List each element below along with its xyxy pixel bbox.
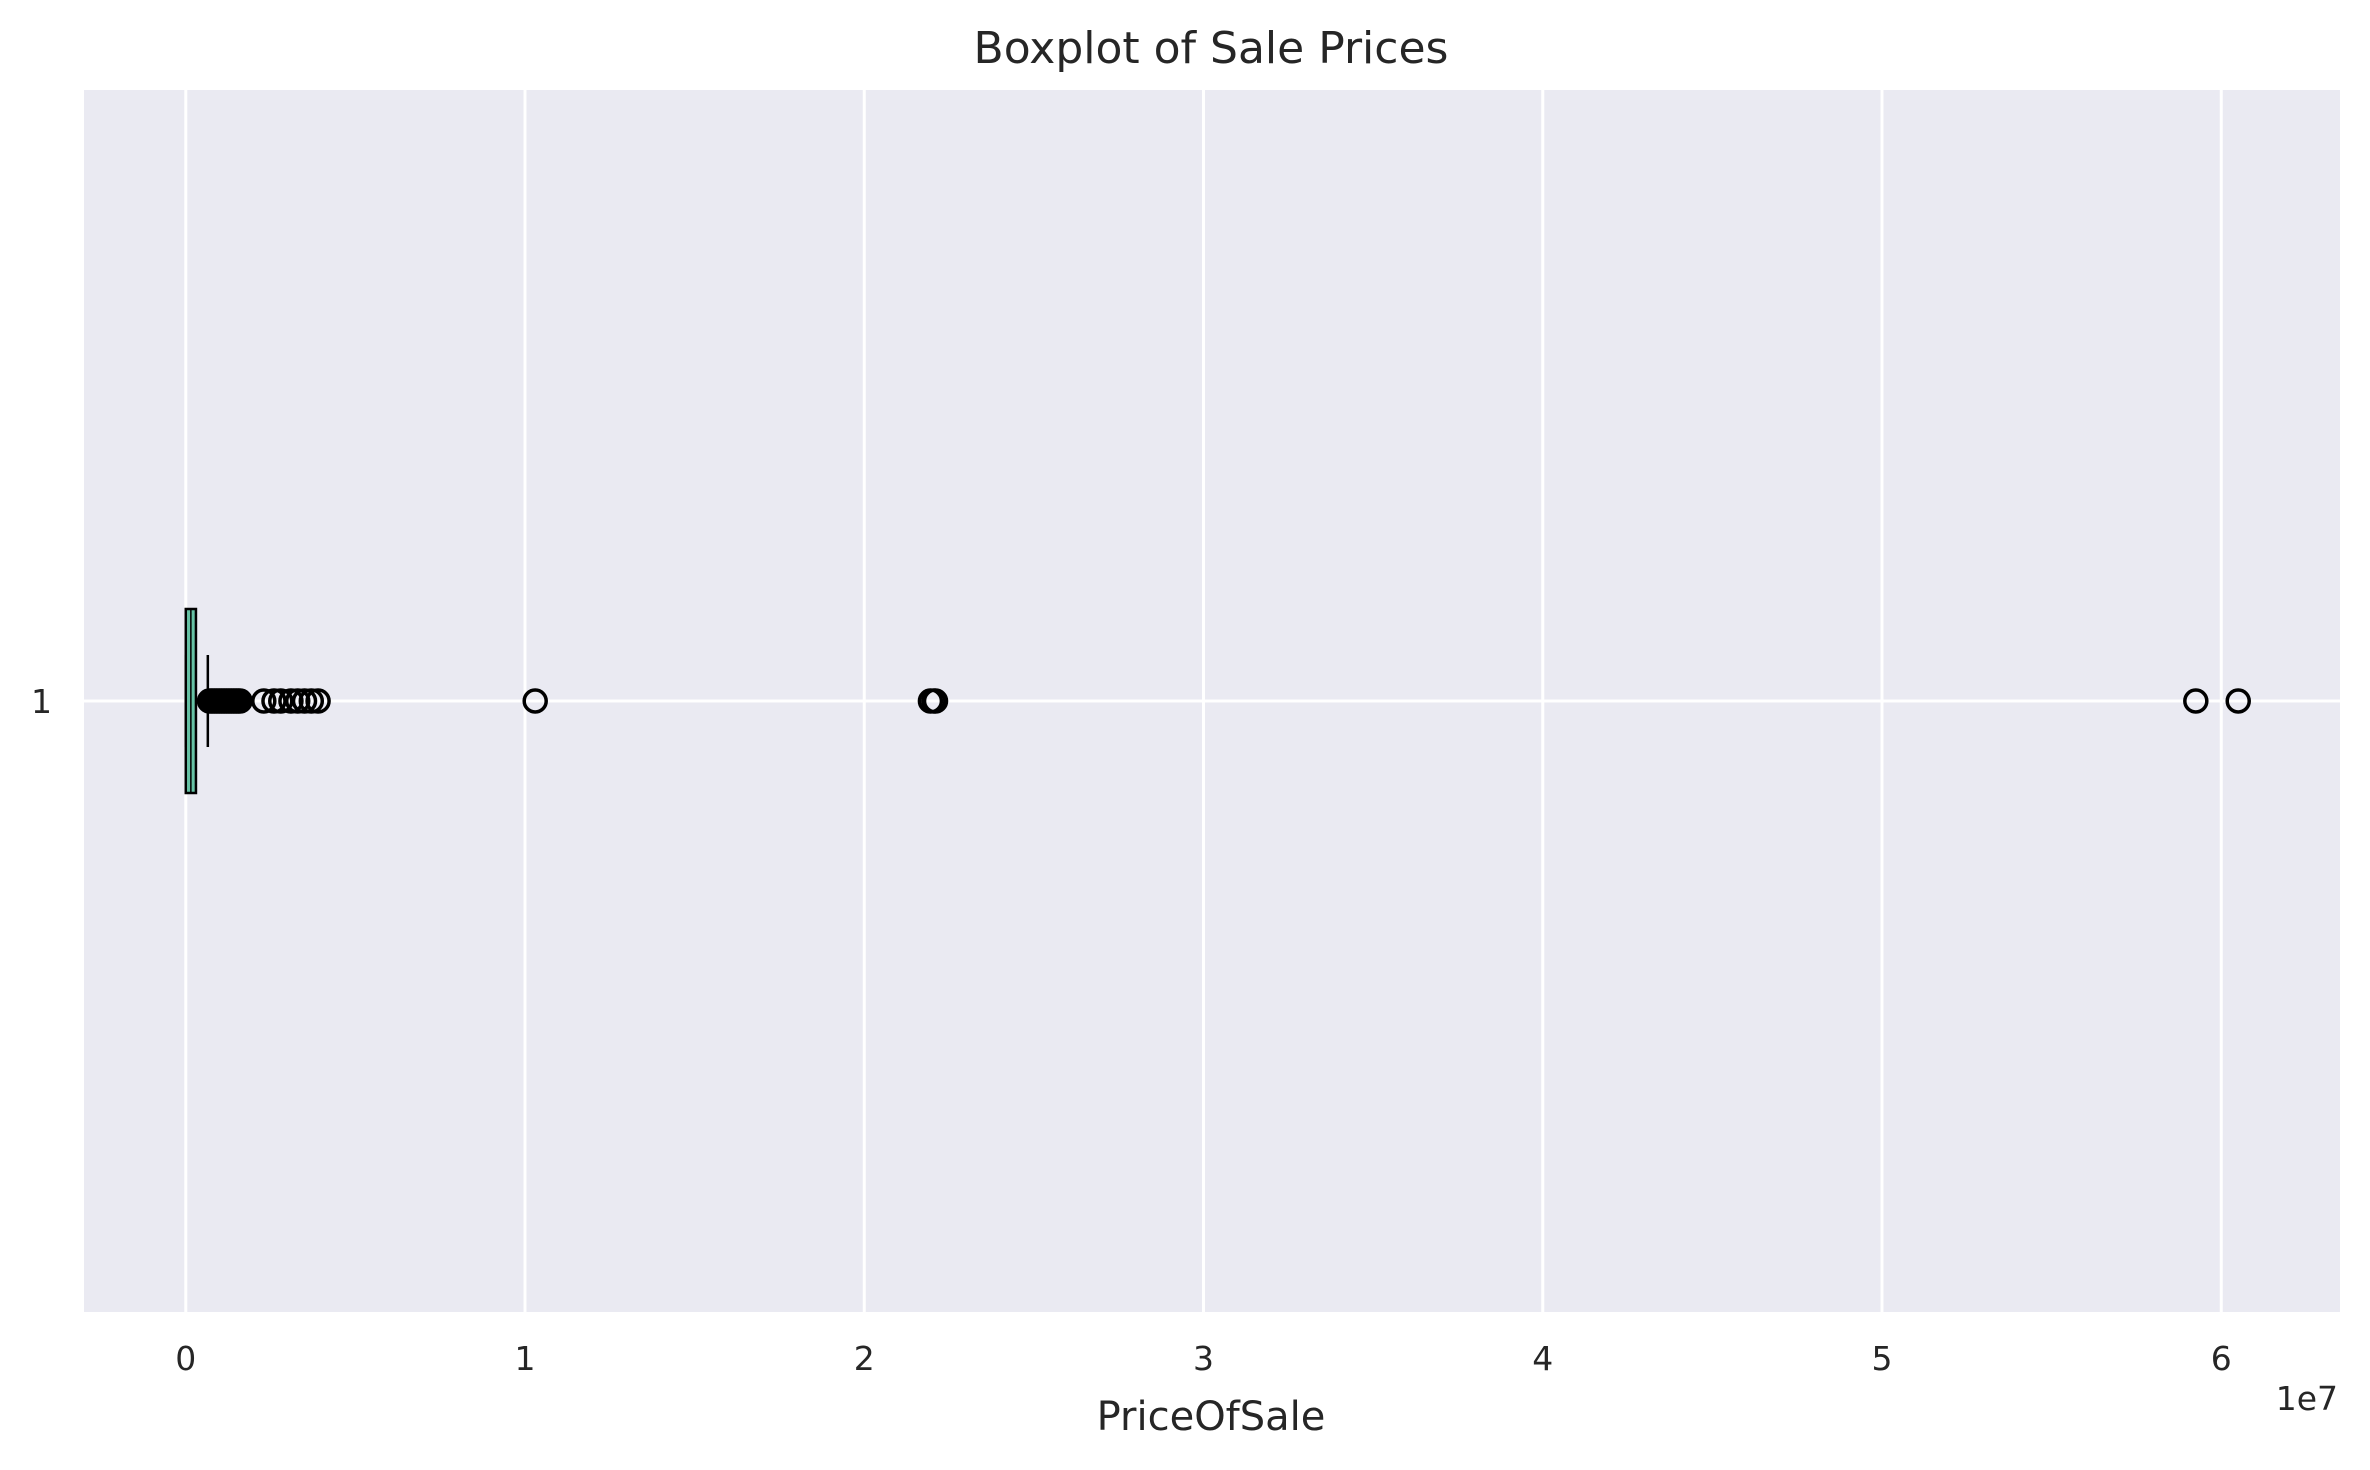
outlier-point: [2183, 688, 2209, 714]
x-tick-label: 6: [2211, 1339, 2232, 1378]
x-tick-label: 1: [515, 1339, 536, 1378]
outlier-point: [291, 688, 318, 714]
x-tick-label: 5: [1872, 1339, 1893, 1378]
outlier-point: [922, 688, 949, 714]
chart-title: Boxplot of Sale Prices: [974, 23, 1449, 74]
x-tick-label: 3: [1193, 1339, 1214, 1378]
x-tick-label: 2: [854, 1339, 875, 1378]
x-axis-title: PriceOfSale: [1097, 1394, 1326, 1440]
y-tick-label: 1: [31, 682, 52, 721]
outlier-point: [305, 688, 331, 714]
outlier-point: [298, 688, 325, 714]
x-tick-label: 4: [1532, 1339, 1553, 1378]
x-axis-offset-text: 1e7: [2276, 1379, 2338, 1418]
x-axis-ticks: 0 1 2 3 4 5 6: [175, 1339, 2231, 1378]
outlier-point: [2225, 688, 2251, 714]
x-tick-label: 0: [175, 1339, 196, 1378]
boxplot: [184, 607, 2251, 795]
outlier-point: [251, 688, 277, 714]
y-axis-ticks: 1: [31, 682, 52, 721]
outlier-point: [522, 688, 548, 714]
